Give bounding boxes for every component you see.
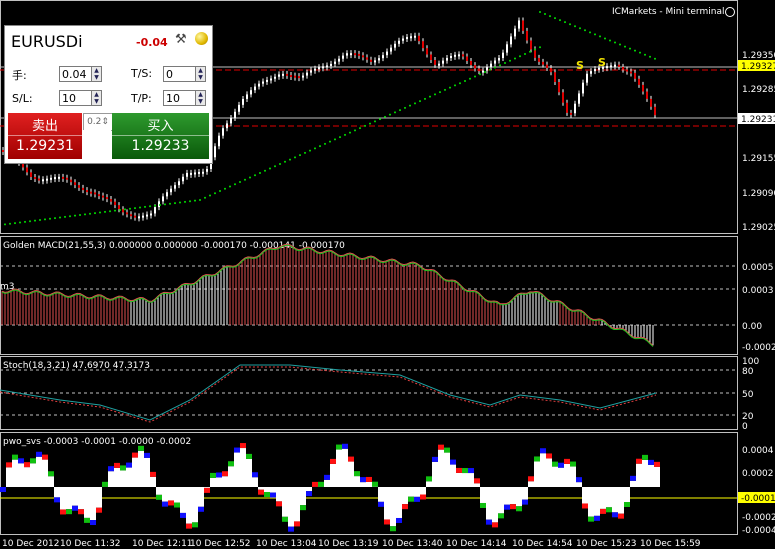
- svg-text:10 Dec 13:04: 10 Dec 13:04: [256, 539, 317, 549]
- svg-text:0.0004: 0.0004: [742, 446, 774, 456]
- sl-label: S/L:: [12, 92, 33, 105]
- ts-spinner[interactable]: ▲ ▼: [195, 66, 206, 82]
- macd-main-line: [1, 244, 654, 347]
- pwo-histogram: [0, 443, 660, 532]
- svg-text:0.0002: 0.0002: [742, 469, 774, 479]
- svg-text:0.00: 0.00: [742, 322, 762, 332]
- macd-sub-label: m3: [0, 282, 15, 292]
- tp-spinner[interactable]: ▲ ▼: [195, 90, 206, 106]
- lot-step-value: 0.2: [87, 117, 102, 127]
- svg-text:10 Dec 14:54: 10 Dec 14:54: [512, 539, 573, 549]
- lots-spinner[interactable]: ▲ ▼: [91, 66, 102, 82]
- price-change: -0.04: [136, 36, 168, 49]
- buy-price: 1.29233: [112, 135, 209, 154]
- time-axis: 10 Dec 2012 10 Dec 11:32 10 Dec 12:11 10…: [2, 539, 701, 549]
- svg-text:100: 100: [742, 357, 759, 367]
- svg-text:1.29285: 1.29285: [742, 85, 775, 95]
- lots-input[interactable]: 0.04: [59, 66, 97, 82]
- svg-text:10 Dec 2012: 10 Dec 2012: [2, 539, 60, 549]
- sl-input[interactable]: 10: [59, 90, 97, 106]
- pwo-title: pwo_svs -0.0003 -0.0001 -0.0000 -0.0002: [3, 437, 191, 447]
- tools-icon[interactable]: ⚒: [175, 32, 187, 47]
- mini-terminal-panel[interactable]: EURUSDi -0.04 ⚒ 手: 0.04 ▲ ▼ T/S: 0 ▲ ▼ S/L…: [4, 25, 213, 164]
- sell-label: 卖出: [31, 119, 58, 134]
- pwo-value-tag: [738, 492, 775, 503]
- ask-price-tag: [738, 60, 775, 71]
- terminal-title: ICMarkets - Mini terminal: [612, 7, 725, 17]
- stoch-main-line: [0, 364, 657, 421]
- tp-input[interactable]: 10: [163, 90, 201, 106]
- svg-text:1.29155: 1.29155: [742, 154, 775, 164]
- svg-text:10 Dec 11:32: 10 Dec 11:32: [60, 539, 121, 549]
- gear-icon[interactable]: [725, 7, 735, 17]
- lot-step-stepper[interactable]: 0.2⇕: [83, 113, 113, 131]
- svg-text:-0.0004: -0.0004: [742, 526, 775, 536]
- svg-text:-0.0002: -0.0002: [742, 513, 775, 523]
- svg-text:10 Dec 15:59: 10 Dec 15:59: [640, 539, 701, 549]
- svg-text:1.29090: 1.29090: [742, 189, 775, 199]
- svg-text:10 Dec 12:11: 10 Dec 12:11: [132, 539, 193, 549]
- svg-text:10 Dec 14:14: 10 Dec 14:14: [446, 539, 507, 549]
- svg-text:20: 20: [742, 412, 754, 422]
- svg-text:0: 0: [742, 422, 748, 432]
- macd-histogram: [1, 244, 654, 346]
- macd-panel-border: [0, 236, 738, 355]
- macd-title: Golden MACD(21,55,3) 0.000000 0.000000 -…: [3, 241, 345, 251]
- svg-text:0.0003: 0.0003: [742, 286, 774, 296]
- price-panel-border: [0, 0, 738, 234]
- svg-text:0.0005: 0.0005: [742, 263, 774, 273]
- pwo-axis: 0.0004 0.0002 -0.0002 -0.0004 -0.0001: [738, 446, 775, 536]
- signal-marker-s: S: [576, 59, 584, 72]
- pwo-panel-border: [0, 432, 738, 535]
- lots-label: 手:: [12, 69, 27, 82]
- svg-text:10 Dec 13:19: 10 Dec 13:19: [318, 539, 379, 549]
- moving-average-dots: [4, 11, 656, 226]
- sell-price: 1.29231: [8, 135, 82, 154]
- svg-text:1.29025: 1.29025: [742, 223, 775, 233]
- sell-button[interactable]: 卖出 1.29231: [8, 113, 82, 159]
- stoch-axis: 100 80 50 20 0: [742, 357, 759, 432]
- ts-label: T/S:: [131, 67, 153, 80]
- sl-spinner[interactable]: ▲ ▼: [91, 90, 102, 106]
- macd-axis: 0.0005 0.0003 0.00 -0.0002: [742, 263, 775, 353]
- svg-text:1.29231: 1.29231: [741, 115, 775, 125]
- svg-text:1.29350: 1.29350: [742, 51, 775, 61]
- stoch-title: Stoch(18,3,21) 47.6970 47.3173: [3, 361, 150, 371]
- bid-price-tag: [738, 113, 775, 124]
- svg-text:-0.0002: -0.0002: [742, 343, 775, 353]
- svg-text:10 Dec 15:23: 10 Dec 15:23: [576, 539, 637, 549]
- symbol-label: EURUSDi: [11, 32, 83, 51]
- svg-text:80: 80: [742, 367, 754, 377]
- price-axis: 1.29350 1.29285 1.29155 1.29090 1.29025 …: [738, 51, 775, 233]
- svg-text:50: 50: [742, 390, 754, 400]
- lot-spacer: [83, 130, 111, 159]
- buy-label: 买入: [147, 119, 174, 134]
- macd-signal-line: [1, 243, 654, 346]
- tp-label: T/P:: [131, 92, 152, 105]
- svg-text:1.29327: 1.29327: [741, 62, 775, 72]
- svg-text:10 Dec 13:40: 10 Dec 13:40: [382, 539, 443, 549]
- signal-marker-s-2: S: [598, 56, 606, 69]
- buy-button[interactable]: 买入 1.29233: [112, 113, 209, 159]
- svg-text:-0.0001: -0.0001: [741, 494, 775, 504]
- svg-text:10 Dec 12:52: 10 Dec 12:52: [190, 539, 251, 549]
- stoch-signal-line: [0, 366, 657, 423]
- gold-coin-icon[interactable]: [195, 32, 208, 45]
